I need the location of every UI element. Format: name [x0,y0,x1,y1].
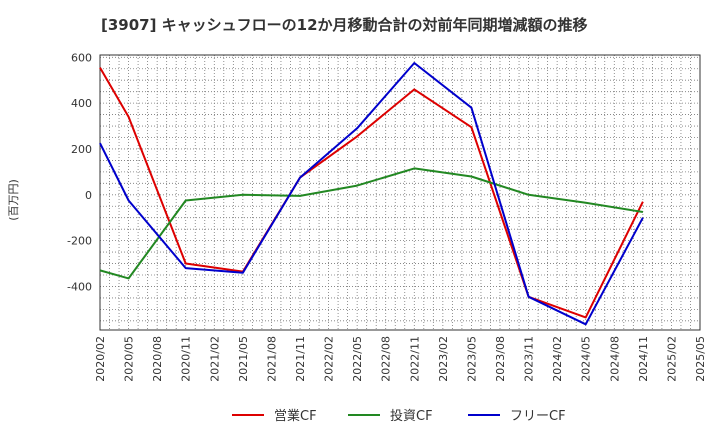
legend-label: 投資CF [390,408,433,424]
y-tick-label: 0 [85,189,92,202]
legend-label: 営業CF [274,408,317,424]
y-axis-label: (百万円) [7,179,20,221]
y-tick-label: -200 [67,235,92,248]
x-tick-label: 2024/02 [551,336,564,382]
x-tick-label: 2020/05 [123,336,136,382]
x-tick-label: 2020/11 [180,336,193,382]
x-tick-label: 2020/08 [151,336,164,382]
series-line-operating-cf [99,67,644,319]
x-tick-label: 2024/05 [580,336,593,382]
series-line-investing-cf [99,167,644,280]
x-tick-label: 2025/05 [694,336,707,382]
chart-title: [3907] キャッシュフローの12か月移動合計の対前年同期増減額の推移 [101,16,588,34]
x-tick-label: 2024/11 [637,336,650,382]
x-tick-label: 2021/08 [265,336,278,382]
legend: 営業CF 投資CF フリーCF [232,408,566,424]
y-tick-label: -400 [67,280,92,293]
x-tick-label: 2021/02 [208,336,221,382]
x-axis: 2020/02 2020/05 2020/08 2020/11 2021/02 2021/… [94,336,707,382]
y-tick-label: 600 [71,51,92,64]
x-tick-label: 2023/11 [523,336,536,382]
legend-label: フリーCF [510,409,566,424]
x-tick-label: 2024/08 [608,336,621,382]
x-tick-label: 2021/05 [237,336,250,382]
series-line-free-cf [99,62,644,326]
plot-frame [99,54,701,331]
x-tick-label: 2023/02 [437,336,450,382]
x-tick-label: 2023/08 [494,336,507,382]
x-tick-label: 2022/11 [408,336,421,382]
x-tick-label: 2020/02 [94,336,107,382]
series-lines [99,62,644,326]
y-tick-label: 400 [71,97,92,110]
x-tick-label: 2022/02 [323,336,336,382]
x-tick-label: 2022/05 [351,336,364,382]
grid [99,55,701,330]
x-tick-label: 2023/05 [465,336,478,382]
x-tick-label: 2021/11 [294,336,307,382]
y-axis: 600 400 200 0 -200 -400 [67,51,92,293]
x-tick-label: 2025/02 [665,336,678,382]
y-tick-label: 200 [71,143,92,156]
x-tick-label: 2022/08 [380,336,393,382]
